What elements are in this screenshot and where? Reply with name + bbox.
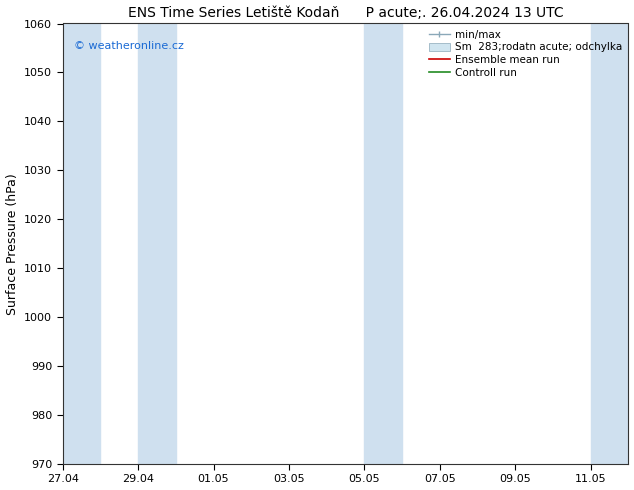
Bar [138,24,176,464]
Text: © weatheronline.cz: © weatheronline.cz [74,41,184,51]
Bar [365,24,402,464]
Title: ENS Time Series Letiště Kodaň      P acute;. 26.04.2024 13 UTC: ENS Time Series Letiště Kodaň P acute;. … [127,5,564,20]
Y-axis label: Surface Pressure (hPa): Surface Pressure (hPa) [6,173,18,315]
Bar [591,24,628,464]
Legend: min/max, Sm  283;rodatn acute; odchylka, Ensemble mean run, Controll run: min/max, Sm 283;rodatn acute; odchylka, … [425,25,626,82]
Bar [63,24,100,464]
